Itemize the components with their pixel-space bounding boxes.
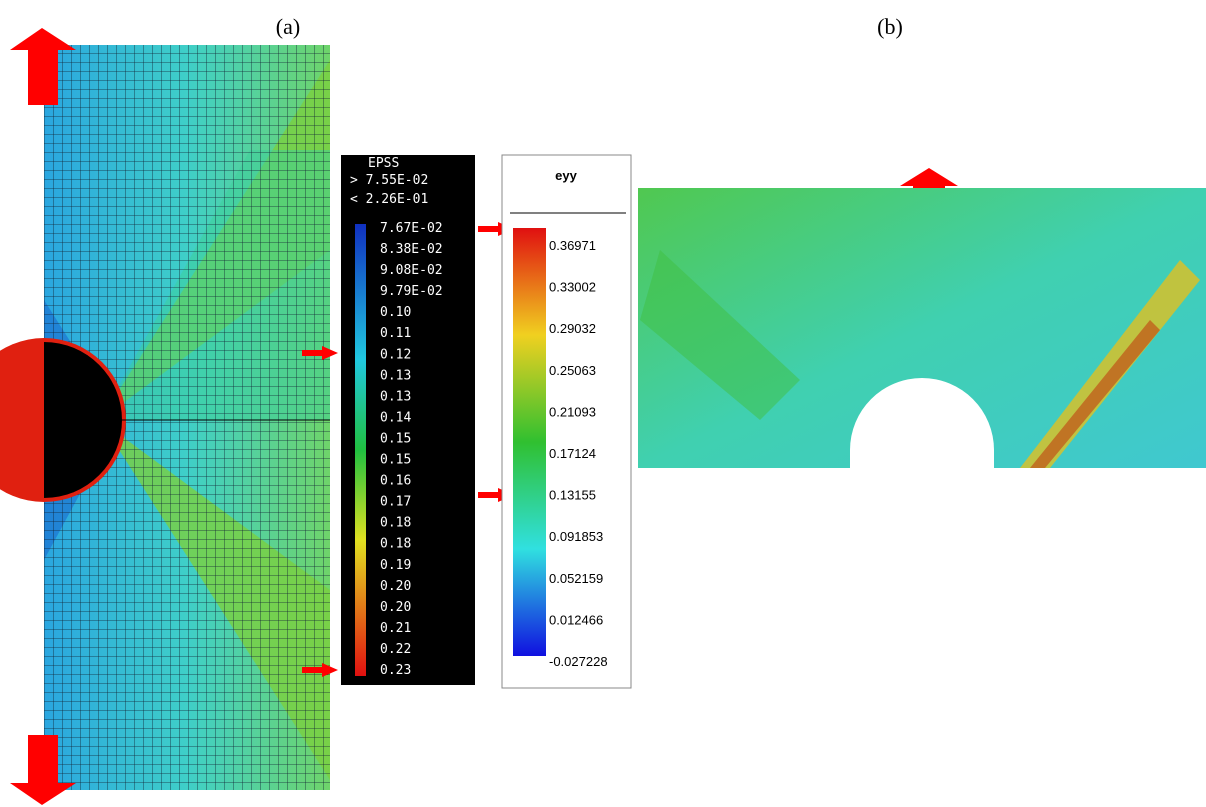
legend-entry: 0.23: [380, 663, 411, 678]
legend-entry: 0.33002: [549, 280, 596, 295]
strain-field: [638, 188, 1206, 468]
legend: 0.36971 0.33002 0.29032 0.25063 0.21093 0.171…: [549, 238, 608, 669]
legend-entry: 0.13155: [549, 488, 596, 503]
legend-entry: 7.67E-02: [380, 221, 443, 236]
legend-entry: 0.15: [380, 453, 411, 468]
legend-entry: 0.17: [380, 495, 411, 510]
legend-entry: 0.012466: [549, 612, 603, 627]
legend-entry: 0.19: [380, 558, 411, 573]
legend-entry: 0.11: [380, 326, 411, 341]
legend-entry: 8.38E-02: [380, 242, 443, 257]
legend-entry: 0.36971: [549, 238, 596, 253]
panel-label: (a): [276, 14, 300, 39]
legend-entry: 0.21093: [549, 404, 596, 419]
legend-entry: 9.08E-02: [380, 263, 443, 278]
legend-title: EPSS: [368, 156, 399, 171]
legend-entry: -0.027228: [549, 654, 608, 669]
legend-entry: 0.18: [380, 516, 411, 531]
legend-entry: 0.15: [380, 431, 411, 446]
legend-entry: 0.091853: [549, 529, 603, 544]
legend-entry: 0.22: [380, 642, 411, 657]
panel-label: (b): [877, 14, 903, 39]
legend-title: eyy: [555, 168, 577, 183]
legend-entry: 0.052159: [549, 571, 603, 586]
legend-entry: 0.25063: [549, 363, 596, 378]
colorbar: [513, 228, 546, 656]
legend-entry: 0.17124: [549, 446, 596, 461]
legend-entry: 0.14: [380, 410, 411, 425]
legend-entry: 0.18: [380, 537, 411, 552]
legend-entry: 0.13: [380, 368, 411, 383]
legend: EPSS > 7.55E-02 < 2.26E-01 7.67E-02 8.38E-02…: [350, 156, 443, 678]
legend-entry: 0.20: [380, 579, 411, 594]
legend-entry: 0.29032: [549, 321, 596, 336]
legend-entry: 0.21: [380, 621, 411, 636]
legend-entry: 0.13: [380, 389, 411, 404]
colorbar: [355, 224, 366, 676]
legend-entry: 0.12: [380, 347, 411, 362]
legend-entry: 9.79E-02: [380, 284, 443, 299]
legend-range: < 2.26E-01: [350, 192, 428, 207]
legend-entry: 0.16: [380, 474, 411, 489]
legend-range: > 7.55E-02: [350, 173, 428, 188]
fe-mesh: [0, 45, 330, 790]
legend-entry: 0.10: [380, 305, 411, 320]
legend-entry: 0.20: [380, 600, 411, 615]
